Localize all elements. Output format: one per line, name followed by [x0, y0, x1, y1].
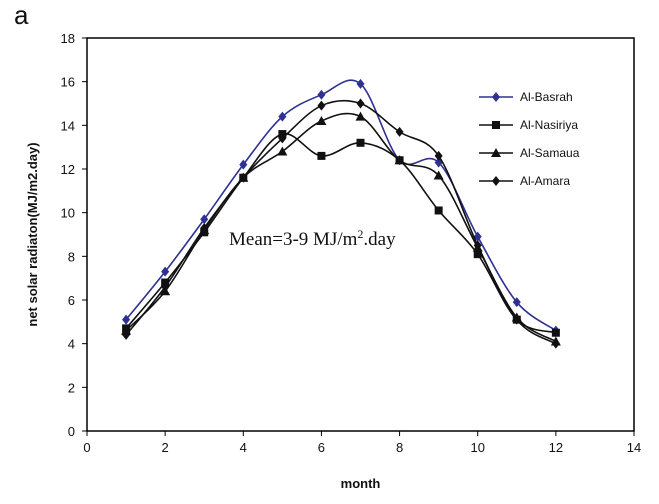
annotation-tail: .day: [363, 229, 396, 250]
y-tick-label: 2: [68, 380, 75, 395]
series-al-amara: [122, 98, 560, 349]
data-point-al-amara: [512, 314, 521, 325]
data-point-al-amara: [239, 172, 248, 183]
x-tick-label: 0: [83, 440, 90, 455]
x-axis-title: month: [341, 476, 381, 491]
y-tick-label: 16: [61, 75, 75, 90]
x-tick-label: 14: [627, 440, 641, 455]
series-line-al-basrah: [125, 79, 557, 332]
mean-annotation: Mean=3-9 MJ/m2.day: [229, 227, 396, 250]
legend-item-al-amara: Al-Amara: [479, 174, 570, 188]
y-tick-label: 4: [68, 337, 75, 352]
y-tick-label: 10: [61, 206, 75, 221]
legend-label-al-samaua: Al-Samaua: [520, 146, 580, 160]
legend-label-al-nasiriya: Al-Nasiriya: [520, 118, 578, 132]
y-tick-label: 18: [61, 31, 75, 46]
data-point-al-amara: [200, 222, 209, 233]
data-point-al-nasiriya: [473, 250, 482, 259]
data-point-al-amara: [473, 240, 482, 251]
series-al-basrah: [122, 78, 560, 336]
data-point-al-amara: [395, 126, 404, 137]
x-tick-label: 10: [470, 440, 484, 455]
x-tick-label: 2: [162, 440, 169, 455]
x-tick-label: 8: [396, 440, 403, 455]
axes: 0 2 4 6 8 10 12 14 0 2 4 6 8 10 12 14 16 18: [61, 31, 642, 455]
data-point-al-basrah: [278, 111, 287, 122]
data-point-al-nasiriya: [434, 206, 443, 215]
y-tick-label: 12: [61, 162, 75, 177]
x-tick-label: 6: [318, 440, 325, 455]
y-tick-label: 6: [68, 293, 75, 308]
data-point-al-nasiriya: [551, 328, 560, 337]
legend-item-al-nasiriya: Al-Nasiriya: [479, 118, 578, 132]
legend-marker-al-samaua: [491, 148, 501, 157]
data-point-al-basrah: [356, 78, 365, 89]
data-point-al-nasiriya: [356, 138, 365, 147]
data-point-al-samaua: [355, 111, 366, 121]
y-tick-label: 8: [68, 249, 75, 264]
data-point-al-samaua: [277, 146, 288, 156]
series-line-al-amara: [125, 99, 557, 345]
x-tick-label: 4: [240, 440, 247, 455]
y-tick-label: 0: [68, 424, 75, 439]
series-layer: [121, 78, 561, 349]
panel-label: a: [14, 0, 29, 30]
legend-item-al-samaua: Al-Samaua: [479, 146, 580, 160]
y-tick-label: 14: [61, 118, 75, 133]
legend-label-al-amara: Al-Amara: [520, 174, 570, 188]
data-point-al-amara: [434, 150, 443, 161]
data-point-al-samaua: [316, 115, 327, 125]
data-point-al-basrah: [239, 159, 248, 170]
data-point-al-nasiriya: [317, 151, 326, 160]
legend: Al-Basrah Al-Nasiriya Al-Samaua Al-Amara: [479, 90, 580, 188]
legend-marker-al-basrah: [492, 92, 500, 102]
series-line-al-samaua: [125, 112, 557, 343]
x-tick-label: 12: [549, 440, 563, 455]
data-point-al-amara: [122, 329, 131, 340]
data-point-al-amara: [278, 133, 287, 144]
data-point-al-basrah: [122, 314, 131, 325]
y-axis-title: net solar radiaton(MJ/m2.day): [25, 142, 40, 326]
data-point-al-amara: [551, 338, 560, 349]
data-point-al-basrah: [512, 297, 521, 308]
data-point-al-amara: [161, 281, 170, 292]
legend-marker-al-nasiriya: [492, 121, 500, 129]
annotation-sup: 2: [357, 227, 363, 241]
data-point-al-basrah: [200, 214, 209, 225]
legend-label-al-basrah: Al-Basrah: [520, 90, 573, 104]
annotation-main: Mean=3-9 MJ/m: [229, 229, 358, 250]
data-point-al-basrah: [161, 266, 170, 277]
data-point-al-amara: [317, 100, 326, 111]
data-point-al-basrah: [317, 89, 326, 100]
plot-frame: [86, 37, 635, 432]
data-point-al-samaua: [433, 170, 444, 180]
legend-marker-al-amara: [492, 176, 500, 186]
data-point-al-amara: [356, 98, 365, 109]
data-point-al-samaua: [394, 155, 405, 165]
legend-item-al-basrah: Al-Basrah: [479, 90, 573, 104]
